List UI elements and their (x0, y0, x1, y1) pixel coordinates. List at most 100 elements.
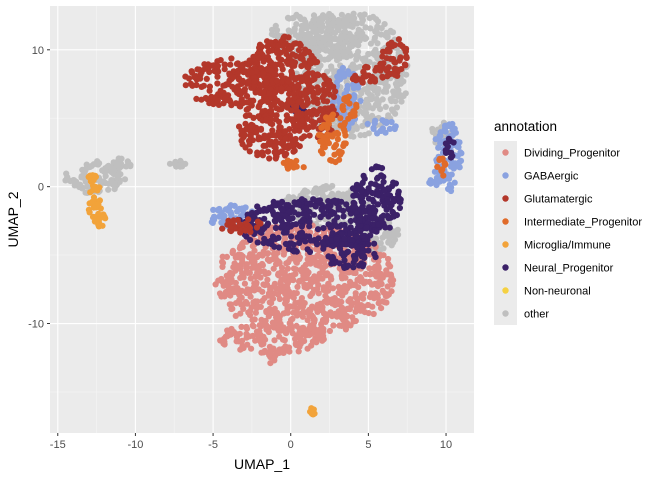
point (390, 179, 397, 186)
point (87, 163, 94, 170)
point (252, 337, 259, 344)
point (255, 113, 262, 120)
point (328, 255, 335, 262)
point (114, 174, 121, 181)
point (314, 71, 321, 78)
point (258, 43, 265, 50)
point (298, 63, 305, 70)
point (71, 177, 78, 184)
point (329, 191, 336, 198)
point (368, 96, 375, 103)
point (364, 120, 371, 127)
point (326, 327, 333, 335)
point (270, 250, 277, 257)
point (396, 204, 403, 212)
point (328, 223, 335, 231)
point (311, 316, 318, 323)
point (95, 223, 102, 230)
point (214, 80, 221, 87)
point (331, 29, 339, 37)
point (291, 40, 298, 48)
point (351, 94, 358, 101)
point (64, 174, 71, 181)
point (357, 97, 364, 105)
point (306, 218, 313, 225)
point (310, 12, 318, 19)
point (314, 327, 321, 334)
point (314, 108, 321, 115)
point (275, 291, 282, 298)
point (254, 152, 261, 159)
point (127, 163, 134, 170)
point (225, 285, 232, 292)
point (313, 259, 320, 266)
point (387, 271, 394, 278)
point (324, 32, 331, 40)
y-tick-label: -10 (28, 319, 44, 331)
point (246, 57, 253, 64)
point (253, 129, 260, 136)
point (244, 341, 251, 348)
y-axis-title: UMAP_2 (5, 191, 21, 247)
legend-key-dot (502, 149, 509, 156)
point (300, 164, 307, 171)
point (328, 211, 335, 218)
point (386, 204, 394, 211)
point (329, 116, 336, 123)
point (238, 127, 245, 134)
point (385, 261, 392, 268)
point (343, 314, 350, 321)
point (350, 269, 357, 276)
point (290, 60, 297, 67)
point (272, 212, 280, 219)
point (434, 163, 441, 170)
point (396, 57, 403, 64)
point (402, 90, 409, 97)
series-dividing-progenitor (212, 220, 397, 367)
point (210, 206, 217, 213)
x-axis-title: UMAP_1 (234, 456, 290, 472)
point (266, 57, 273, 64)
point (360, 295, 367, 302)
point (442, 128, 449, 135)
point (359, 263, 366, 270)
point (329, 285, 337, 292)
point (368, 270, 375, 277)
point (285, 292, 292, 299)
point (293, 112, 300, 119)
point (239, 77, 246, 84)
point (383, 88, 390, 95)
point (273, 285, 280, 292)
point (369, 196, 376, 203)
point (238, 323, 245, 330)
point (286, 348, 293, 355)
point (284, 165, 292, 172)
point (433, 182, 440, 189)
series-intermediate-progenitor (280, 93, 449, 179)
point (306, 124, 313, 131)
point (357, 222, 364, 229)
point (281, 337, 288, 344)
point (339, 305, 346, 312)
point (311, 273, 318, 280)
point (228, 55, 235, 62)
point (276, 118, 283, 126)
point (381, 119, 388, 126)
point (334, 42, 341, 50)
point (223, 81, 230, 88)
point (300, 189, 307, 196)
point (293, 322, 300, 329)
point (336, 148, 343, 155)
point (252, 273, 259, 280)
point (272, 352, 279, 359)
point (201, 65, 208, 72)
point (343, 201, 350, 208)
point (327, 157, 334, 164)
point (298, 232, 305, 240)
point (335, 73, 342, 80)
point (448, 149, 455, 156)
point (257, 274, 264, 281)
point (263, 79, 270, 86)
point (338, 32, 345, 39)
point (336, 299, 343, 306)
